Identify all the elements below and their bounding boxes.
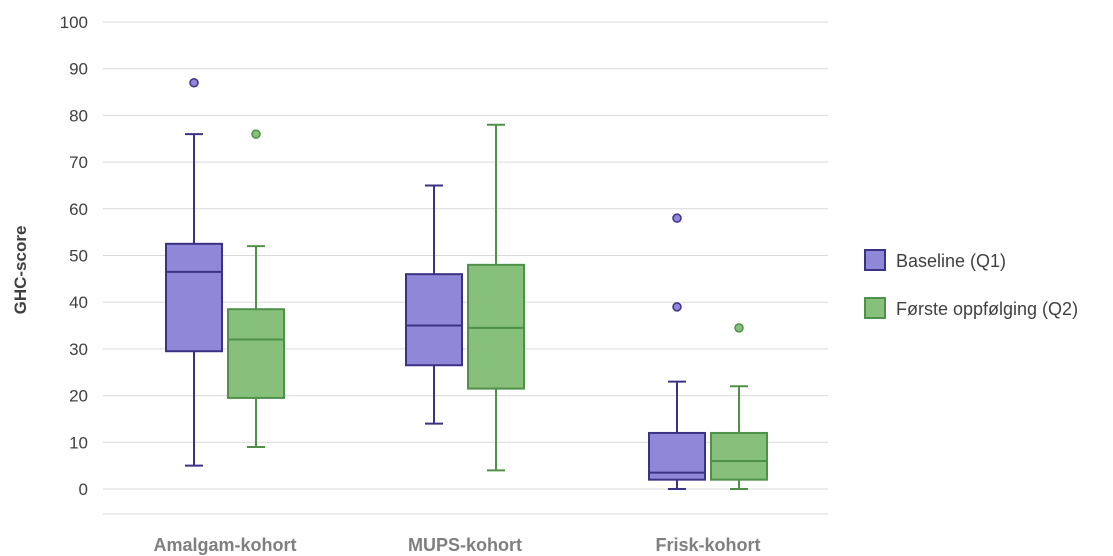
- box-frisk-kohort: [710, 323, 768, 490]
- y-axis-ticks: 0 10 20 30 40 50 60 70 80 90 100: [60, 13, 88, 499]
- legend-swatch: [864, 249, 886, 271]
- category-label: MUPS-kohort: [408, 535, 522, 555]
- legend-swatch: [864, 297, 886, 319]
- y-tick-label: 50: [69, 247, 88, 266]
- iqr-box: [165, 242, 223, 353]
- outlier-point: [251, 129, 261, 139]
- box-series: [165, 77, 768, 490]
- series-baseline: [165, 77, 706, 490]
- iqr-box: [467, 263, 525, 390]
- y-tick-label: 40: [69, 293, 88, 312]
- outlier-point: [672, 213, 682, 223]
- box-amalgam-kohort: [165, 77, 223, 467]
- outlier-point: [734, 323, 744, 333]
- grid-lines: [103, 21, 828, 515]
- y-tick-label: 70: [69, 153, 88, 172]
- y-tick-label: 100: [60, 13, 88, 32]
- outlier-point: [672, 302, 682, 312]
- category-label: Amalgam-kohort: [153, 535, 296, 555]
- category-label: Frisk-kohort: [655, 535, 760, 555]
- box-amalgam-kohort: [227, 129, 285, 448]
- y-tick-label: 80: [69, 106, 88, 125]
- box-frisk-kohort: [648, 213, 706, 490]
- x-axis-categories: Amalgam-kohort MUPS-kohort Frisk-kohort: [153, 535, 760, 555]
- series-follow-up: [227, 123, 768, 490]
- outlier-point: [189, 77, 199, 88]
- y-axis-label: GHC-score: [11, 226, 30, 315]
- legend: Baseline (Q1) Første oppfølging (Q2): [864, 249, 1078, 319]
- y-tick-label: 30: [69, 340, 88, 359]
- iqr-box: [710, 431, 768, 481]
- box-mups-kohort: [405, 184, 463, 425]
- y-tick-label: 0: [79, 480, 88, 499]
- legend-label: Baseline (Q1): [896, 251, 1006, 271]
- y-tick-label: 60: [69, 200, 88, 219]
- y-tick-label: 20: [69, 387, 88, 406]
- y-tick-label: 90: [69, 60, 88, 79]
- legend-label: Første oppfølging (Q2): [896, 299, 1078, 319]
- iqr-box: [227, 308, 285, 399]
- box-mups-kohort: [467, 123, 525, 472]
- iqr-box: [405, 273, 463, 367]
- y-tick-label: 10: [69, 433, 88, 452]
